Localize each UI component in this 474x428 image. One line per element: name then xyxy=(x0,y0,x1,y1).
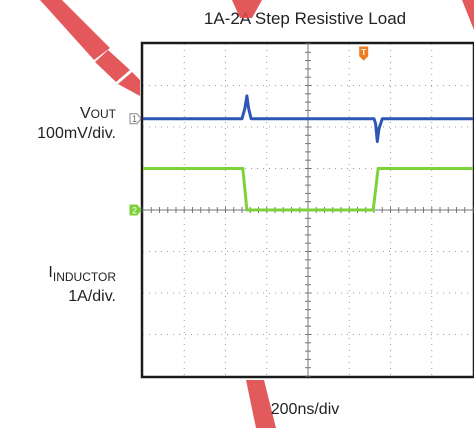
inductor-subscript: INDUCTOR xyxy=(52,270,116,284)
vout-subscript: OUT xyxy=(90,107,116,121)
trigger-marker-icon xyxy=(359,46,369,61)
vout-scale: 100mV/div. xyxy=(37,125,116,142)
channel-marker-1 xyxy=(129,113,142,125)
trace-vout xyxy=(143,94,473,143)
channel-marker-number: 2 xyxy=(132,206,137,216)
trigger-marker-label: T xyxy=(361,48,366,57)
watermark xyxy=(40,0,474,428)
inductor-symbol: I xyxy=(48,264,53,281)
channel-marker-number: 1 xyxy=(132,114,137,124)
vout-label: VOUT 100mV/div. xyxy=(0,104,116,143)
inductor-label: IINDUCTOR 1A/div. xyxy=(0,263,116,306)
channel-marker-2 xyxy=(129,204,142,216)
traces xyxy=(143,94,473,212)
chart-title: 1A-2A Step Resistive Load xyxy=(203,9,407,28)
channel-markers: 1 2 T xyxy=(129,46,369,216)
inductor-scale: 1A/div. xyxy=(68,288,116,305)
grid xyxy=(142,43,474,377)
x-axis-label: 200ns/div xyxy=(270,401,340,418)
vout-symbol: V xyxy=(79,105,91,122)
trace-inductor-current xyxy=(143,167,473,212)
